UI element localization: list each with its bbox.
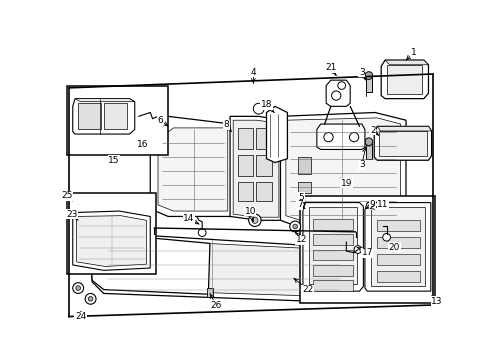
Bar — [67, 86, 168, 155]
Polygon shape — [158, 128, 227, 211]
Bar — [378, 131, 426, 156]
Bar — [377, 271, 419, 282]
Circle shape — [349, 132, 358, 142]
Polygon shape — [266, 106, 287, 163]
Polygon shape — [90, 234, 359, 301]
Text: 19: 19 — [340, 179, 351, 188]
Polygon shape — [73, 99, 135, 134]
Polygon shape — [77, 216, 146, 266]
Text: 13: 13 — [430, 297, 442, 306]
Text: 1: 1 — [410, 48, 416, 57]
Polygon shape — [233, 120, 278, 217]
Text: 7: 7 — [296, 201, 302, 210]
Bar — [237, 128, 253, 149]
Polygon shape — [381, 60, 427, 99]
Circle shape — [331, 91, 340, 100]
Polygon shape — [101, 239, 349, 296]
Text: 17: 17 — [361, 248, 372, 257]
Bar — [67, 193, 156, 274]
Bar — [386, 65, 422, 94]
Polygon shape — [325, 80, 349, 106]
Text: 4: 4 — [250, 68, 256, 77]
Text: 9: 9 — [369, 201, 375, 210]
Polygon shape — [230, 116, 282, 220]
Bar — [297, 157, 311, 174]
Text: 8: 8 — [223, 120, 228, 129]
Bar — [256, 128, 271, 149]
Polygon shape — [280, 112, 405, 228]
Circle shape — [292, 224, 297, 229]
Polygon shape — [316, 124, 364, 149]
Circle shape — [323, 132, 332, 142]
Text: 12: 12 — [295, 235, 306, 244]
Bar — [256, 155, 271, 176]
Circle shape — [382, 233, 390, 241]
Circle shape — [198, 229, 205, 237]
Circle shape — [364, 138, 372, 145]
Polygon shape — [302, 203, 363, 291]
Circle shape — [289, 221, 300, 232]
Text: 3: 3 — [358, 160, 364, 169]
Bar — [312, 249, 352, 260]
Polygon shape — [90, 236, 209, 294]
Bar — [103, 103, 127, 130]
Bar — [312, 265, 352, 276]
Text: 26: 26 — [210, 301, 222, 310]
Text: 14: 14 — [183, 214, 194, 223]
Polygon shape — [373, 126, 431, 160]
Circle shape — [76, 286, 81, 291]
Text: 6: 6 — [157, 116, 163, 125]
Text: 18: 18 — [260, 100, 272, 109]
Bar — [297, 182, 311, 193]
Bar — [237, 155, 253, 176]
Circle shape — [88, 297, 93, 301]
Bar — [206, 288, 213, 297]
Circle shape — [73, 283, 83, 293]
Polygon shape — [75, 99, 135, 102]
Polygon shape — [377, 126, 431, 131]
Text: 20: 20 — [388, 243, 399, 252]
Circle shape — [364, 72, 372, 80]
Bar — [237, 182, 253, 201]
Text: 25: 25 — [61, 191, 73, 200]
Text: 24: 24 — [75, 312, 86, 321]
Bar — [312, 219, 352, 230]
Bar — [370, 207, 425, 286]
Bar — [377, 254, 419, 265]
Text: 23: 23 — [66, 210, 78, 219]
Bar — [312, 234, 352, 245]
Text: 3: 3 — [358, 68, 364, 77]
Polygon shape — [285, 118, 400, 222]
Text: 15: 15 — [108, 156, 120, 165]
Bar — [365, 76, 371, 93]
Bar — [299, 195, 434, 303]
Polygon shape — [73, 211, 150, 270]
Polygon shape — [364, 203, 430, 291]
Bar — [78, 103, 101, 130]
Bar — [377, 237, 419, 248]
Text: 5: 5 — [298, 193, 304, 202]
Text: 16: 16 — [137, 140, 148, 149]
Bar — [256, 182, 271, 201]
Circle shape — [251, 217, 258, 223]
Bar — [312, 280, 352, 291]
Text: 21: 21 — [325, 63, 336, 72]
Bar — [365, 142, 371, 159]
Circle shape — [353, 246, 361, 253]
Circle shape — [337, 82, 345, 89]
Polygon shape — [150, 116, 231, 216]
Text: 11: 11 — [376, 201, 387, 210]
Text: 2: 2 — [369, 126, 375, 135]
Text: 22: 22 — [301, 285, 312, 294]
Polygon shape — [384, 60, 427, 65]
Text: 10: 10 — [244, 207, 255, 216]
Circle shape — [253, 103, 264, 114]
Bar — [308, 207, 356, 284]
Circle shape — [85, 293, 96, 304]
Bar — [377, 220, 419, 231]
Circle shape — [248, 214, 261, 226]
